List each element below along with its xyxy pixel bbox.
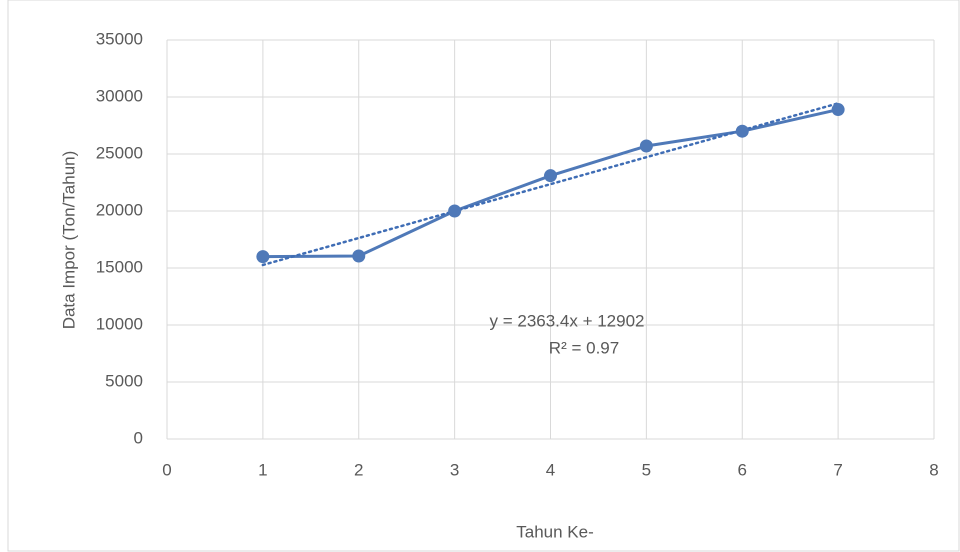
x-tick-label: 7 bbox=[833, 460, 842, 479]
y-tick-label: 15000 bbox=[96, 257, 143, 276]
x-tick-label: 0 bbox=[162, 460, 171, 479]
chart: Tahun Ke- Data Impor (Ton/Tahun) 0500010… bbox=[0, 0, 960, 552]
x-tick-label: 1 bbox=[258, 460, 267, 479]
data-point bbox=[736, 125, 749, 138]
x-tick-label: 4 bbox=[546, 460, 555, 479]
y-tick-label: 30000 bbox=[96, 86, 143, 105]
chart-frame bbox=[8, 0, 959, 551]
x-tick-label: 6 bbox=[738, 460, 747, 479]
y-tick-label: 25000 bbox=[96, 143, 143, 162]
y-tick-label: 35000 bbox=[96, 29, 143, 48]
data-point bbox=[448, 205, 461, 218]
data-point bbox=[352, 250, 365, 263]
x-tick-label: 5 bbox=[642, 460, 651, 479]
trendline-equation: y = 2363.4x + 12902 bbox=[489, 311, 644, 330]
y-tick-label: 0 bbox=[134, 428, 143, 447]
data-point bbox=[832, 103, 845, 116]
data-point bbox=[256, 250, 269, 263]
y-tick-label: 20000 bbox=[96, 200, 143, 219]
y-tick-label: 5000 bbox=[105, 371, 143, 390]
data-point bbox=[640, 140, 653, 153]
trendline-r2: R² = 0.97 bbox=[549, 338, 619, 357]
data-point bbox=[544, 169, 557, 182]
x-tick-label: 2 bbox=[354, 460, 363, 479]
x-tick-label: 3 bbox=[450, 460, 459, 479]
x-tick-label: 8 bbox=[929, 460, 938, 479]
x-axis-title: Tahun Ke- bbox=[516, 522, 594, 541]
y-tick-label: 10000 bbox=[96, 314, 143, 333]
y-axis-title: Data Impor (Ton/Tahun) bbox=[59, 151, 78, 330]
